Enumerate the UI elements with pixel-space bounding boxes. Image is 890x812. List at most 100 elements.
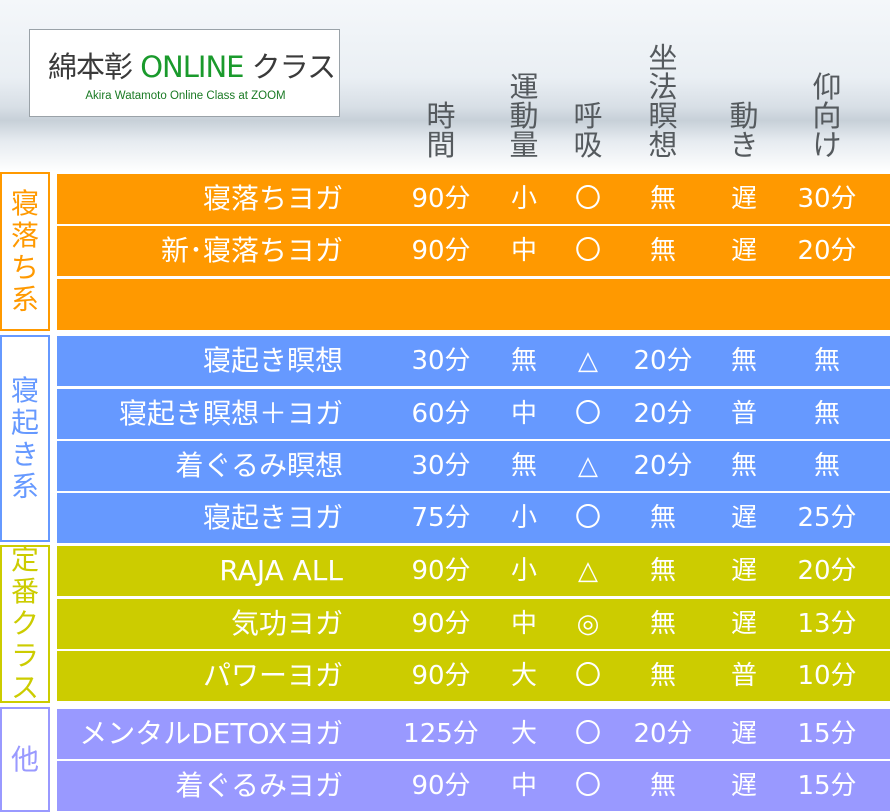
class-name: 着ぐるみ瞑想 bbox=[175, 449, 343, 482]
cell-meditation: 無 bbox=[649, 556, 676, 586]
cell-breath: 〇 bbox=[574, 184, 601, 214]
cell-breath: ◎ bbox=[576, 609, 600, 639]
class-row: 着ぐるみ瞑想 30分 無 △ 20分 無 無 bbox=[57, 441, 890, 491]
header-char: 呼 bbox=[573, 99, 603, 133]
header-char: け bbox=[812, 128, 842, 162]
class-name: 寝起き瞑想 bbox=[202, 344, 343, 377]
cell-motion: 普 bbox=[730, 399, 757, 429]
class-name: メンタルDETOXヨガ bbox=[79, 717, 343, 750]
class-name: 寝落ちヨガ bbox=[202, 182, 343, 215]
cell-breath: 〇 bbox=[574, 236, 601, 266]
cell-meditation: 無 bbox=[649, 771, 676, 801]
group-standard-label: 定番クラス bbox=[0, 543, 50, 704]
header-char: 運 bbox=[509, 70, 539, 104]
class-row: 寝落ちヨガ 90分 小 〇 無 遅 30分 bbox=[57, 174, 890, 224]
cell-time: 30分 bbox=[411, 346, 471, 376]
group-label-char: 寝 bbox=[10, 373, 39, 407]
cell-movement: 大 bbox=[510, 661, 537, 691]
cell-breath: 〇 bbox=[574, 661, 601, 691]
cell-time: 30分 bbox=[411, 451, 471, 481]
cell-supine: 15分 bbox=[797, 771, 857, 801]
class-name: 気功ヨガ bbox=[230, 607, 343, 640]
class-name: 寝起きヨガ bbox=[202, 501, 343, 534]
cell-motion: 遅 bbox=[730, 236, 757, 266]
cell-breath: △ bbox=[578, 451, 598, 481]
cell-motion: 遅 bbox=[730, 771, 757, 801]
class-row: RAJA ALL 90分 小 △ 無 遅 20分 bbox=[57, 546, 890, 596]
group-label-char: 寝 bbox=[10, 186, 39, 220]
cell-motion: 遅 bbox=[730, 609, 757, 639]
group-label-char: 落 bbox=[10, 218, 39, 252]
header-char: 向 bbox=[812, 99, 842, 133]
logo-title-suffix: クラス bbox=[243, 50, 336, 84]
header-char: 想 bbox=[648, 128, 678, 162]
cell-time: 90分 bbox=[411, 771, 471, 801]
cell-supine: 30分 bbox=[797, 184, 857, 214]
cell-movement: 無 bbox=[510, 451, 537, 481]
group-neochi-label: 寝落ち系 bbox=[0, 172, 50, 331]
group-label-char: 他 bbox=[10, 742, 39, 776]
cell-time: 90分 bbox=[411, 236, 471, 266]
logo-title-online: ONLINE bbox=[140, 50, 244, 84]
cell-meditation: 無 bbox=[649, 184, 676, 214]
cell-time: 90分 bbox=[411, 661, 471, 691]
header-breathing: 呼吸 bbox=[553, 0, 623, 160]
logo-title-prefix: 綿本彰 bbox=[48, 50, 141, 84]
header-char: 量 bbox=[509, 128, 539, 162]
group-label-char: 系 bbox=[10, 469, 39, 503]
class-row: 寝起き瞑想 30分 無 △ 20分 無 無 bbox=[57, 336, 890, 386]
cell-motion: 遅 bbox=[730, 503, 757, 533]
cell-supine: 15分 bbox=[797, 719, 857, 749]
class-name: 着ぐるみヨガ bbox=[175, 769, 343, 802]
group-label-char: ち bbox=[10, 250, 39, 284]
class-name: パワーヨガ bbox=[202, 659, 343, 692]
cell-supine: 無 bbox=[813, 451, 840, 481]
header-char: 坐 bbox=[648, 41, 678, 75]
cell-movement: 中 bbox=[510, 609, 537, 639]
cell-motion: 遅 bbox=[730, 184, 757, 214]
cell-breath: 〇 bbox=[574, 503, 601, 533]
header-char: 法 bbox=[648, 70, 678, 104]
class-row: 寝起きヨガ 75分 小 〇 無 遅 25分 bbox=[57, 493, 890, 543]
cell-supine: 25分 bbox=[797, 503, 857, 533]
group-label-char: ス bbox=[10, 671, 39, 704]
header-char: 動 bbox=[509, 99, 539, 133]
cell-breath: 〇 bbox=[574, 719, 601, 749]
group-label-char: 系 bbox=[10, 282, 39, 316]
cell-meditation: 20分 bbox=[633, 399, 693, 429]
logo-box: 綿本彰 ONLINE クラス Akira Watamoto Online Cla… bbox=[29, 29, 340, 117]
cell-movement: 小 bbox=[510, 503, 537, 533]
group-label-char: 定 bbox=[10, 543, 39, 576]
cell-supine: 20分 bbox=[797, 556, 857, 586]
class-row: メンタルDETOXヨガ 125分 大 〇 20分 遅 15分 bbox=[57, 709, 890, 759]
logo-title: 綿本彰 ONLINE クラス bbox=[48, 44, 336, 86]
cell-breath: 〇 bbox=[574, 771, 601, 801]
logo-subtitle: Akira Watamoto Online Class at ZOOM bbox=[85, 90, 286, 102]
cell-meditation: 無 bbox=[649, 661, 676, 691]
class-name: 新･寝落ちヨガ bbox=[160, 234, 343, 267]
cell-breath: 〇 bbox=[574, 399, 601, 429]
cell-motion: 無 bbox=[730, 451, 757, 481]
cell-time: 90分 bbox=[411, 609, 471, 639]
group-other-label: 他 bbox=[0, 707, 50, 812]
cell-time: 90分 bbox=[411, 184, 471, 214]
class-row: 新･寝落ちヨガ 90分 中 〇 無 遅 20分 bbox=[57, 226, 890, 276]
cell-meditation: 無 bbox=[649, 609, 676, 639]
header-char: 時 bbox=[426, 99, 456, 133]
header-char: 瞑 bbox=[648, 99, 678, 133]
cell-breath: △ bbox=[578, 556, 598, 586]
group-label-char: ク bbox=[10, 607, 39, 640]
cell-meditation: 無 bbox=[649, 236, 676, 266]
cell-motion: 普 bbox=[730, 661, 757, 691]
cell-meditation: 20分 bbox=[633, 451, 693, 481]
header-motion: 動き bbox=[709, 0, 779, 160]
class-row: パワーヨガ 90分 大 〇 無 普 10分 bbox=[57, 651, 890, 701]
cell-meditation: 20分 bbox=[633, 719, 693, 749]
cell-movement: 中 bbox=[510, 771, 537, 801]
cell-time: 90分 bbox=[411, 556, 471, 586]
cell-breath: △ bbox=[578, 346, 598, 376]
class-row: 着ぐるみヨガ 90分 中 〇 無 遅 15分 bbox=[57, 761, 890, 811]
group-label-char: 番 bbox=[10, 575, 39, 608]
header-movement: 運動量 bbox=[489, 0, 559, 160]
cell-movement: 大 bbox=[510, 719, 537, 749]
